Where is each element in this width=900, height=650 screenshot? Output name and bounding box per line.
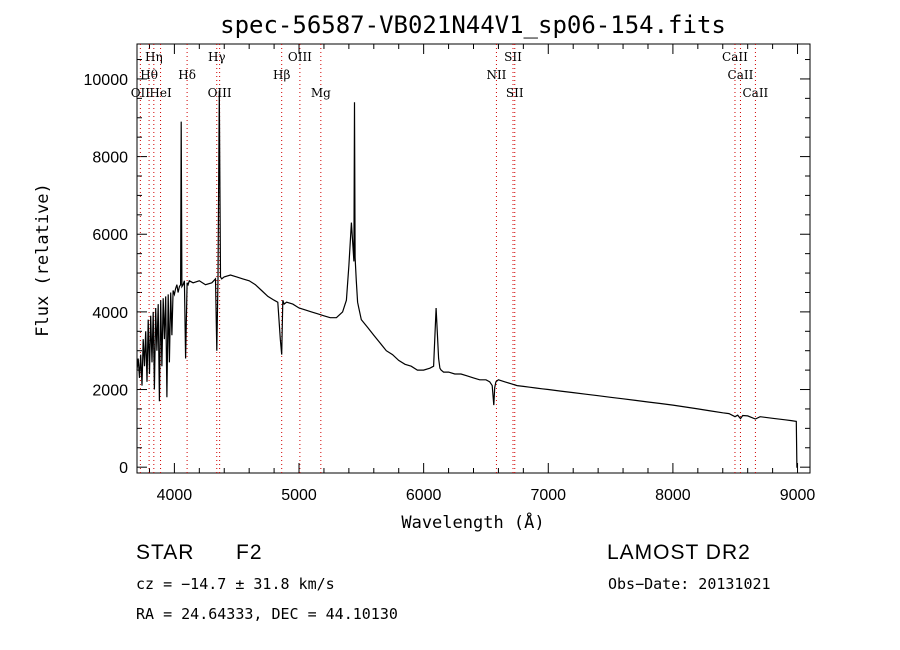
redshift-velocity: cz = −14.7 ± 31.8 km/s: [136, 575, 335, 593]
x-tick-label: 7000: [530, 487, 566, 504]
y-tick-label: 10000: [84, 72, 129, 89]
chart-title: spec-56587-VB021N44V1_sp06-154.fits: [220, 11, 726, 39]
survey-name: LAMOST DR2: [607, 541, 751, 564]
y-tick-label: 2000: [92, 383, 128, 400]
line-label: NII: [486, 68, 506, 82]
line-label: Hη: [145, 50, 163, 64]
object-class: STAR: [136, 541, 195, 564]
line-label: OII: [131, 86, 151, 100]
x-tick-label: 5000: [281, 487, 317, 504]
line-label: OIII: [288, 50, 312, 64]
x-axis-label: Wavelength (Å): [401, 511, 544, 533]
observation-date: Obs−Date: 20131021: [608, 575, 771, 593]
x-tick-label: 8000: [655, 487, 691, 504]
line-label: SII: [504, 50, 522, 64]
x-tick-label: 9000: [780, 487, 816, 504]
spectral-subclass: F2: [236, 541, 263, 564]
y-axis-label: Flux (relative): [33, 183, 53, 337]
sky-coordinates: RA = 24.64333, DEC = 44.10130: [136, 605, 398, 623]
y-tick-label: 6000: [92, 227, 128, 244]
line-label: Hβ: [273, 68, 290, 82]
plot-frame: [136, 43, 811, 474]
y-tick-label: 4000: [92, 305, 128, 322]
line-label: OIII: [208, 86, 232, 100]
x-tick-label: 4000: [157, 487, 193, 504]
line-label: CaII: [742, 86, 768, 100]
line-label: Mg: [311, 86, 331, 100]
line-label: Hθ: [140, 68, 158, 82]
y-tick-label: 8000: [92, 150, 128, 167]
line-label: HeI: [149, 86, 172, 100]
line-label: Hγ: [208, 50, 226, 64]
y-tick-label: 0: [119, 460, 128, 477]
line-label: CaII: [728, 68, 754, 82]
line-label: Hδ: [178, 68, 196, 82]
line-label: SII: [506, 86, 524, 100]
spectrum-line: [136, 90, 798, 468]
x-tick-label: 6000: [406, 487, 442, 504]
line-label: CaII: [722, 50, 748, 64]
